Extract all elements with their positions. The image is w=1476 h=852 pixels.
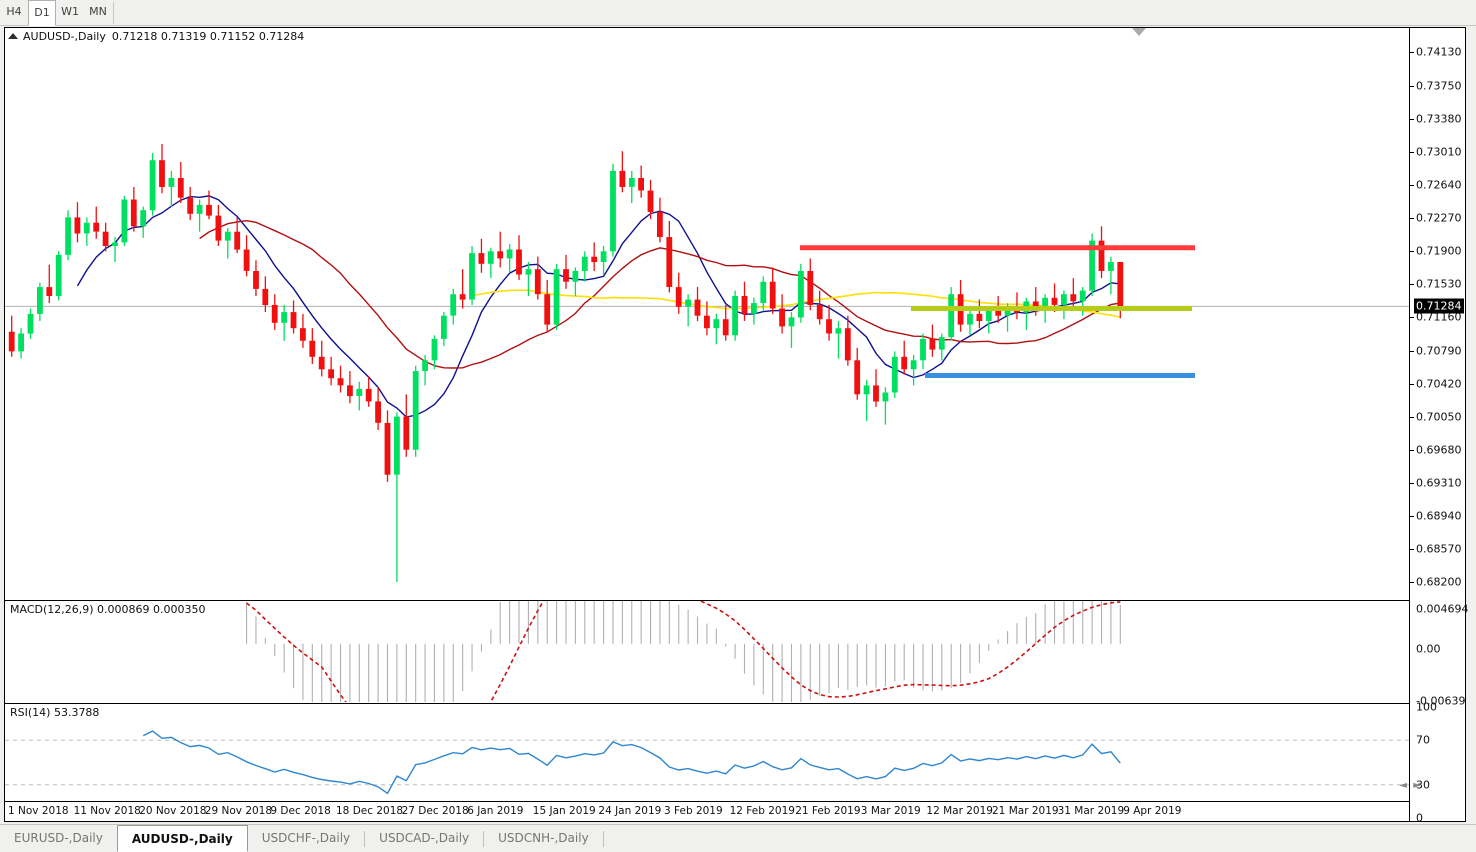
date-axis-label: 9 Apr 2019 — [1123, 805, 1182, 817]
candlestick-plot — [5, 144, 1410, 582]
price-axis-label: 0.69680 — [1416, 443, 1462, 457]
price-axis-tick — [1410, 317, 1414, 319]
timeframe-h4[interactable]: H4 — [6, 5, 22, 18]
collapse-triangle-icon[interactable] — [8, 33, 18, 39]
date-axis-label: 31 Mar 2019 — [1057, 805, 1125, 817]
price-axis-label: 0.68940 — [1416, 509, 1462, 523]
date-axis-label: 3 Mar 2019 — [860, 805, 921, 817]
chart-tab-eurusd[interactable]: EURUSD-,Daily — [14, 831, 103, 845]
current-price-label: 0.71284 — [1414, 298, 1464, 314]
price-axis-tick — [1410, 119, 1414, 121]
price-pane[interactable] — [5, 44, 1410, 590]
chart-top-marker-icon — [1132, 28, 1146, 36]
rsi-axis-label: 70 — [1416, 733, 1430, 747]
price-axis-tick — [1410, 152, 1414, 154]
date-axis-label: 24 Jan 2019 — [598, 805, 662, 817]
price-axis-label: 0.71530 — [1416, 277, 1462, 291]
rsi-axis-label: 30 — [1416, 778, 1430, 792]
rsi-indicator-label: RSI(14) 53.3788 — [10, 706, 100, 719]
price-axis-tick — [1410, 416, 1414, 418]
timeframe-d1[interactable]: D1 — [28, 0, 56, 26]
date-axis-label: 27 Dec 2018 — [401, 805, 469, 817]
timeframe-toolbar: H4 D1 W1 MN — [0, 0, 1476, 26]
price-axis-label: 0.72270 — [1416, 211, 1462, 225]
chart-symbol-header: AUDUSD-,Daily 0.71218 0.71319 0.71152 0.7… — [8, 30, 304, 44]
date-axis-label: 12 Mar 2019 — [926, 805, 993, 817]
price-axis-tick — [1410, 449, 1414, 451]
price-axis-label: 0.69310 — [1416, 476, 1462, 490]
toolbar-divider — [113, 2, 114, 24]
date-axis[interactable]: 1 Nov 2018 11 Nov 2018 20 Nov 2018 29 Nov 2… — [5, 801, 1410, 821]
tab-divider — [364, 831, 366, 847]
price-axis-label: 0.73380 — [1416, 112, 1462, 126]
price-axis-label: 0.70790 — [1416, 344, 1462, 357]
price-axis-label: 0.70050 — [1416, 410, 1462, 424]
chart-tab-usdchf[interactable]: USDCHF-,Daily — [261, 831, 351, 845]
macd-axis-label: 0.00 — [1416, 642, 1441, 656]
chart-tab-usdcad[interactable]: USDCAD-,Daily — [379, 831, 470, 845]
chart-tab-usdcnh[interactable]: USDCNH-,Daily — [498, 831, 589, 845]
tab-divider — [602, 831, 604, 847]
rsi-axis-label: 100 — [1416, 700, 1437, 714]
price-axis-tick — [1410, 251, 1414, 253]
date-axis-label: 12 Feb 2019 — [729, 805, 795, 817]
macd-indicator-label: MACD(12,26,9) 0.000869 0.000350 — [10, 603, 206, 616]
date-axis-label: 9 Dec 2018 — [270, 805, 331, 817]
price-axis-tick — [1410, 218, 1414, 220]
chart-tab-audusd[interactable]: AUDUSD-,Daily — [116, 825, 248, 852]
date-axis-label: 18 Dec 2018 — [336, 805, 404, 817]
macd-axis-label: -0.00639 — [1416, 694, 1466, 708]
date-axis-label: 15 Jan 2019 — [532, 805, 596, 817]
chart-tabbar: EURUSD-,Daily AUDUSD-,Daily USDCHF-,Dail… — [0, 824, 1476, 852]
price-axis-tick — [1410, 515, 1414, 517]
date-axis-label: 21 Mar 2019 — [992, 805, 1059, 817]
macd-pane[interactable]: MACD(12,26,9) 0.000869 0.000350 — [5, 600, 1410, 702]
price-axis-label: 0.74130 — [1416, 45, 1462, 59]
price-axis-label: 0.72640 — [1416, 178, 1462, 192]
macd-axis-label: 0.004694 — [1416, 602, 1469, 616]
price-axis-label: 0.68200 — [1416, 575, 1462, 589]
price-axis[interactable]: 0.74130 0.73750 0.73380 0.73010 0.72640 0.722… — [1409, 28, 1469, 825]
price-axis-label: 0.68570 — [1416, 542, 1462, 556]
price-axis-tick — [1410, 350, 1414, 352]
price-axis-label: 0.73750 — [1416, 79, 1462, 93]
date-axis-label: 21 Feb 2019 — [795, 805, 861, 817]
date-axis-label: 11 Nov 2018 — [73, 805, 141, 817]
price-axis-tick — [1410, 185, 1414, 187]
price-axis-tick — [1410, 383, 1414, 385]
timeframe-w1[interactable]: W1 — [61, 5, 79, 18]
price-axis-tick — [1410, 284, 1414, 286]
price-axis-tick — [1410, 482, 1414, 484]
price-axis-tick — [1410, 86, 1414, 87]
rsi-plot — [5, 730, 1410, 795]
chart-nav-arrows[interactable]: ◄ ► — [1399, 780, 1421, 791]
macd-plot — [246, 601, 1121, 702]
price-axis-tick — [1410, 548, 1414, 550]
timeframe-mn[interactable]: MN — [89, 5, 107, 18]
chart-canvas-window[interactable]: AUDUSD-,Daily 0.71218 0.71319 0.71152 0.7… — [4, 27, 1469, 825]
price-axis-label: 0.70420 — [1416, 377, 1462, 391]
price-axis-label: 0.71900 — [1416, 244, 1462, 258]
price-axis-label: 0.73010 — [1416, 145, 1462, 159]
price-axis-tick — [1410, 581, 1414, 583]
date-axis-label: 6 Jan 2019 — [467, 805, 524, 817]
price-axis-label: 0.71160 — [1416, 310, 1462, 324]
date-axis-label: 29 Nov 2018 — [204, 805, 273, 817]
date-axis-label: 1 Nov 2018 — [8, 805, 69, 817]
date-axis-label: 20 Nov 2018 — [139, 805, 207, 817]
rsi-axis-label: 0 — [1416, 811, 1423, 825]
tab-divider — [483, 831, 485, 847]
ohlc-values: 0.71218 0.71319 0.71152 0.71284 — [111, 30, 305, 43]
date-axis-label: 3 Feb 2019 — [664, 805, 723, 817]
symbol-name: AUDUSD-,Daily — [23, 30, 106, 43]
price-axis-tick — [1410, 52, 1414, 54]
